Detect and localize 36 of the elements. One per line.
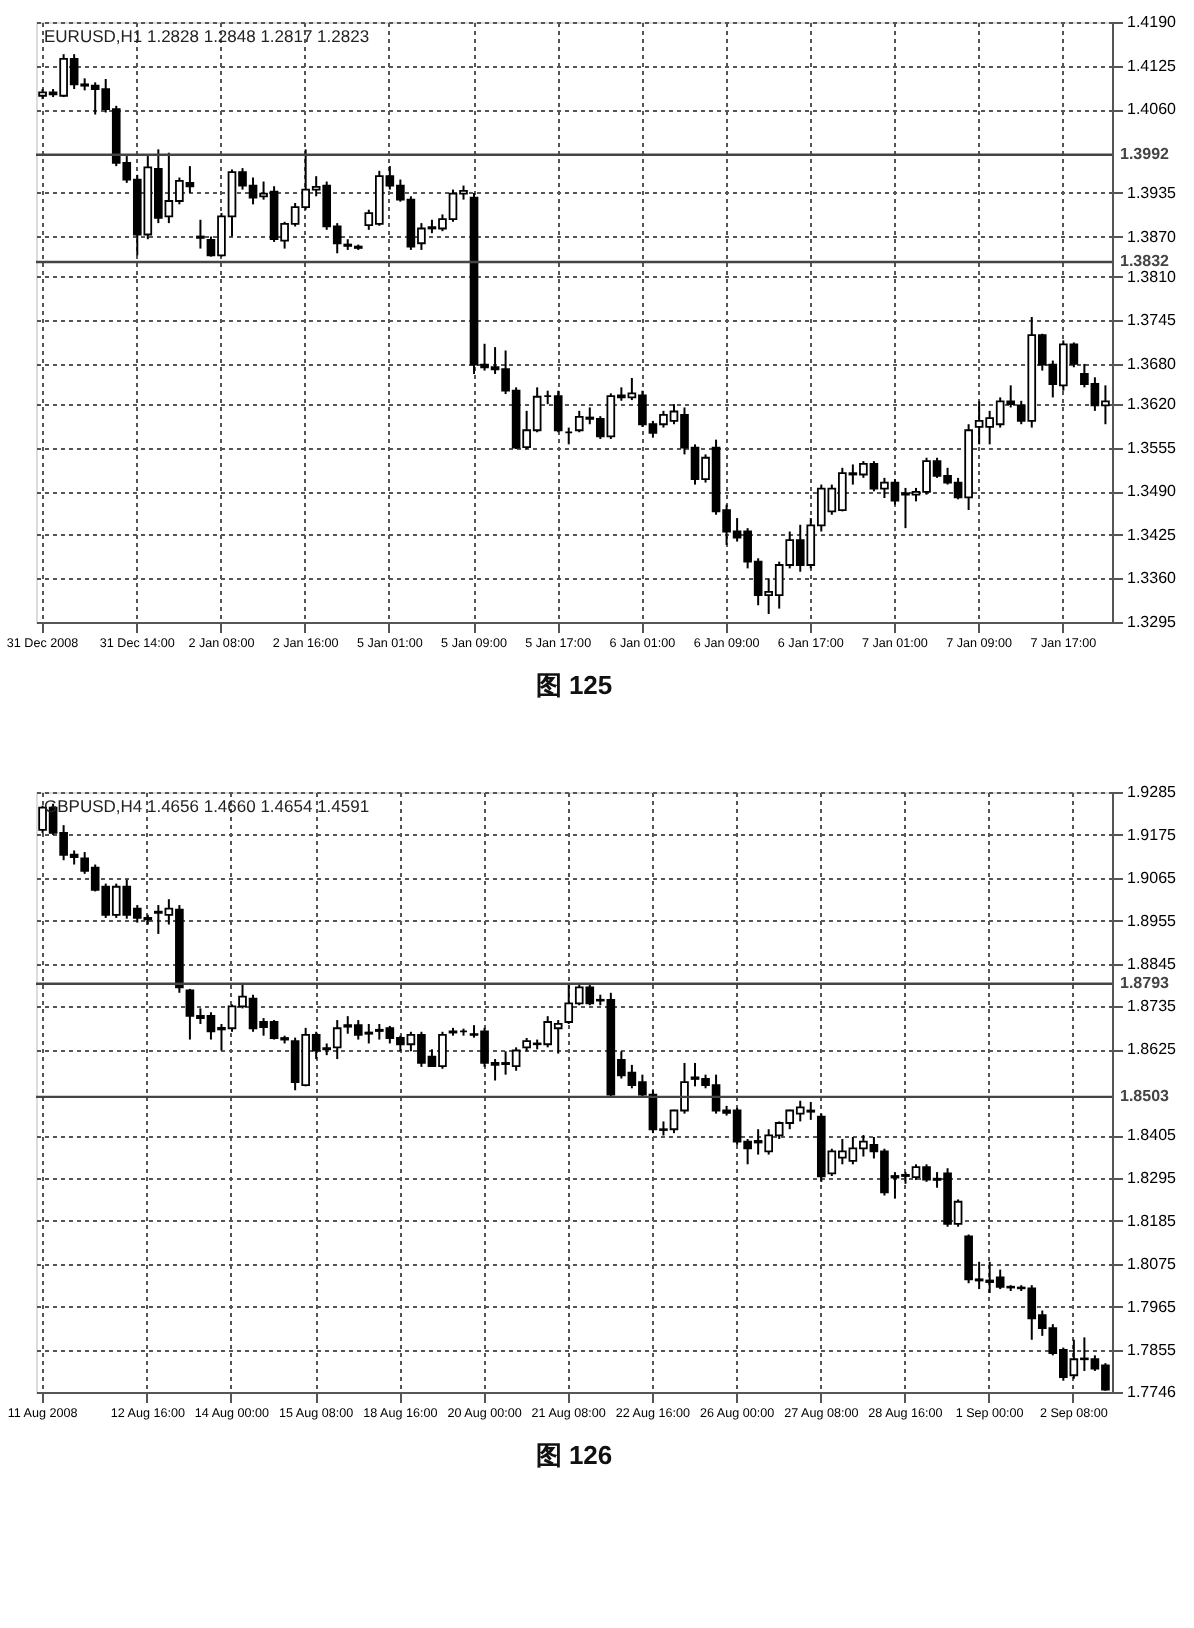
chart-title: EURUSD,H1 1.2828 1.2848 1.2817 1.2823 [44,26,370,46]
y-tick-label: 1.8845 [1127,954,1178,973]
y-tick-label: 1.8625 [1127,1040,1178,1059]
ref-line-label: 1.8793 [1120,973,1171,992]
y-tick-label: 1.8955 [1127,911,1178,930]
y-tick-label: 1.8075 [1127,1254,1178,1273]
y-tick-label: 1.3620 [1127,395,1178,414]
y-tick-label: 1.8405 [1127,1126,1178,1145]
y-tick-label: 1.9285 [1127,783,1178,801]
ref-line-label: 1.3992 [1120,144,1171,163]
y-tick-label: 1.3360 [1127,569,1178,588]
y-tick-label: 1.3935 [1127,183,1178,202]
y-tick-label: 1.8185 [1127,1211,1178,1230]
y-tick-label: 1.3490 [1127,482,1178,501]
y-tick-label: 1.7746 [1127,1383,1178,1401]
y-tick-label: 1.7855 [1127,1340,1178,1359]
y-tick-label: 1.3810 [1127,267,1178,286]
y-tick-label: 1.7965 [1127,1297,1178,1316]
caption: 图 126 [535,1440,613,1470]
y-tick-label: 1.3680 [1127,354,1178,373]
y-tick-label: 1.9065 [1127,868,1178,887]
y-tick-label: 1.4190 [1127,13,1178,31]
y-tick-label: 1.3870 [1127,227,1178,246]
y-tick-label: 1.3745 [1127,311,1178,330]
y-tick-label: 1.4125 [1127,56,1178,75]
y-tick-label: 1.8735 [1127,997,1178,1016]
y-tick-label: 1.9175 [1127,825,1178,844]
y-tick-label: 1.4060 [1127,100,1178,119]
caption: 图 125 [535,670,613,700]
candlestick [196,218,205,250]
ref-line-label: 1.3832 [1120,252,1171,270]
y-tick-label: 1.3555 [1127,438,1178,457]
y-tick-label: 1.3295 [1127,613,1178,631]
ref-line-label: 1.8503 [1120,1086,1171,1105]
y-tick-label: 1.8295 [1127,1168,1178,1187]
y-tick-label: 1.3425 [1127,525,1178,544]
